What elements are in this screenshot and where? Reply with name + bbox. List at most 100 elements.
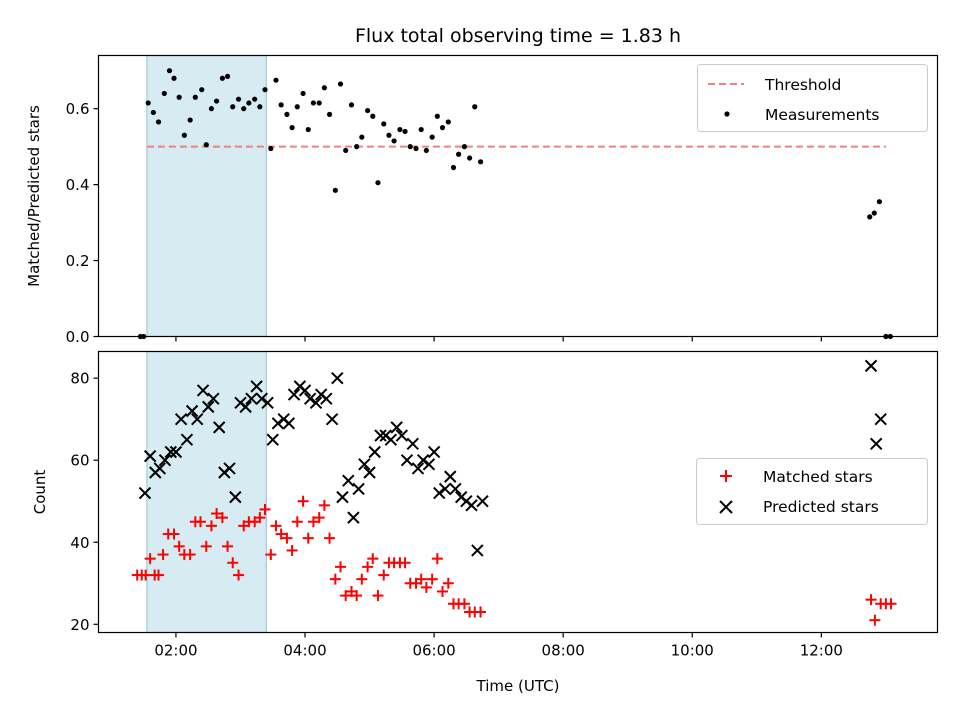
measurement-point-12: [199, 87, 205, 93]
measurement-point-9: [181, 132, 187, 138]
x-tick-label: 10:00: [671, 642, 714, 660]
measurement-point-21: [246, 100, 252, 106]
measurement-point-27: [278, 102, 284, 108]
predicted-point-38: [342, 474, 355, 487]
measurement-point-67: [876, 199, 883, 205]
predicted-point-58: [449, 482, 462, 496]
legend-predicted-label: Predicted stars: [763, 498, 879, 516]
predicted-point-55: [433, 486, 446, 500]
measurement-point-47: [386, 132, 392, 138]
predicted-point-12: [202, 400, 215, 414]
x-tick-label: 02:00: [154, 642, 197, 660]
matched-point-58: [436, 585, 448, 597]
predicted-point-7: [174, 412, 188, 426]
measurement-point-37: [332, 187, 338, 193]
x-tick-label: 08:00: [542, 642, 585, 660]
predicted-point-44: [374, 429, 387, 442]
measurement-point-11: [192, 94, 198, 100]
bottom-legend: Matched stars Predicted stars: [696, 458, 928, 525]
chart-title: Flux total observing time = 1.83 h: [355, 25, 681, 47]
measurement-point-46: [381, 121, 387, 127]
matched-point-67: [869, 614, 881, 626]
y-tick-label: 0.4: [66, 176, 90, 194]
measurement-point-57: [439, 125, 446, 131]
x-tick-label: 06:00: [412, 642, 455, 660]
measurement-point-41: [354, 144, 360, 150]
legend-matched-swatch: [720, 470, 732, 482]
measurement-point-40: [348, 102, 355, 108]
predicted-point-56: [438, 482, 452, 496]
measurement-point-8: [176, 94, 182, 100]
legend-threshold-label: Threshold: [764, 76, 841, 94]
predicted-point-54: [427, 445, 441, 459]
predicted-point-35: [325, 412, 339, 426]
measurement-point-17: [224, 73, 231, 79]
predicted-point-20: [245, 392, 258, 405]
matched-point-3: [144, 553, 156, 565]
matched-point-55: [420, 581, 432, 593]
matched-point-16: [211, 508, 223, 520]
predicted-point-39: [347, 511, 360, 524]
x-tick-label: 12:00: [800, 642, 843, 660]
predicted-point-4: [158, 454, 172, 467]
measurement-point-2: [145, 100, 151, 106]
measurement-point-29: [289, 125, 295, 131]
matched-point-35: [313, 512, 325, 524]
predicted-point-42: [363, 466, 376, 479]
bottom-y-ticks: 20 40 60 80: [70, 370, 99, 634]
matched-point-19: [227, 557, 239, 569]
predicted-point-37: [336, 490, 349, 504]
matched-point-24: [254, 512, 266, 524]
matched-point-56: [426, 573, 438, 585]
matched-point-43: [356, 573, 368, 585]
y-tick-label: 60: [70, 452, 89, 470]
y-tick-label: 80: [70, 370, 89, 388]
predicted-point-43: [368, 445, 381, 459]
y-tick-label: 0.2: [66, 252, 90, 270]
predicted-point-11: [196, 384, 210, 397]
legend-measurements-swatch: [724, 111, 730, 117]
measurement-point-32: [305, 126, 311, 133]
predicted-point-50: [406, 437, 420, 451]
matched-point-5: [153, 569, 165, 581]
predicted-point-48: [395, 429, 409, 442]
matched-point-8: [168, 528, 180, 540]
matched-point-30: [286, 544, 298, 556]
predicted-point-32: [309, 396, 323, 409]
bottom-axes-frame: [97, 350, 939, 634]
measurement-point-24: [262, 87, 268, 93]
matched-point-51: [399, 557, 411, 569]
measurement-point-51: [407, 144, 413, 150]
matched-point-40: [340, 590, 352, 602]
predicted-point-13: [207, 392, 220, 405]
legend-predicted-swatch: [719, 500, 733, 514]
predicted-point-34: [320, 392, 333, 405]
predicted-point-40: [352, 482, 365, 496]
predicted-point-28: [287, 388, 301, 401]
matched-point-33: [302, 532, 314, 544]
measurement-point-66: [871, 210, 877, 216]
matched-point-15: [205, 520, 217, 532]
measurement-point-35: [321, 85, 327, 91]
measurement-point-55: [429, 134, 435, 140]
measurement-point-18: [230, 104, 236, 110]
predicted-star-points: [138, 359, 887, 557]
top-y-ticks: 0.0 0.2 0.4 0.6: [66, 100, 99, 346]
predicted-point-36: [331, 371, 344, 385]
measurement-point-7: [171, 75, 177, 81]
measurement-point-5: [161, 90, 167, 97]
measurement-point-53: [418, 126, 424, 133]
predicted-point-51: [411, 462, 425, 475]
measurement-point-14: [208, 106, 215, 112]
legend-matched-label: Matched stars: [763, 468, 873, 486]
measurement-point-60: [456, 151, 462, 157]
predicted-point-17: [229, 490, 242, 504]
measurement-point-10: [187, 117, 193, 123]
matched-point-18: [222, 540, 234, 552]
measurement-point-39: [343, 147, 349, 154]
matched-point-39: [335, 561, 347, 573]
matched-point-27: [270, 520, 282, 532]
measurement-point-44: [370, 113, 376, 119]
matched-point-28: [275, 528, 287, 540]
